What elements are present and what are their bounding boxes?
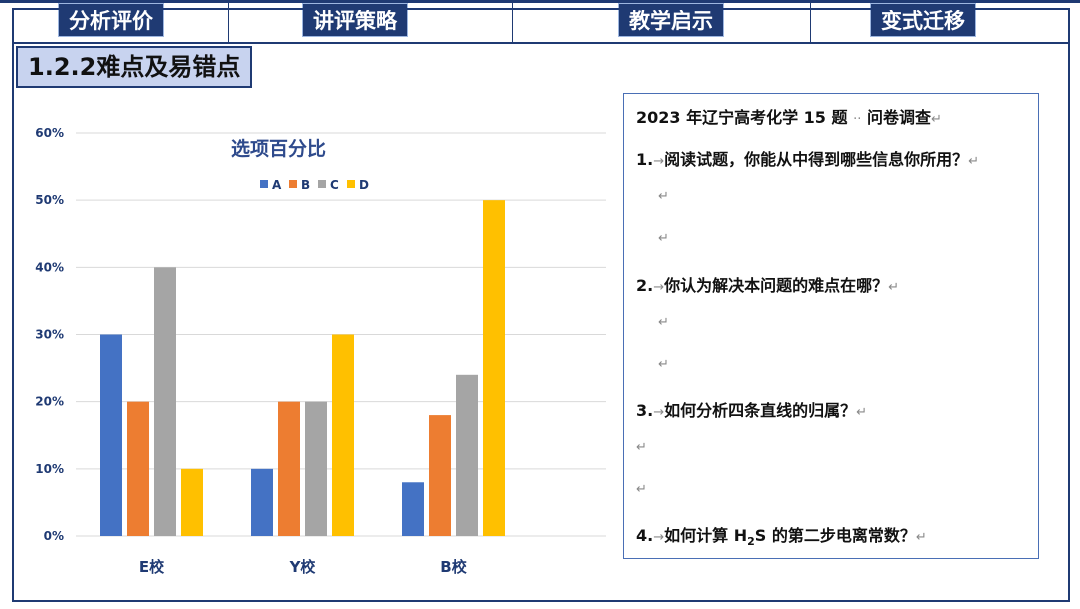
bar-C-2 [456,374,478,536]
y-tick-label: 20% [35,395,64,409]
bar-B-2 [429,415,451,536]
question-text: 如何计算 H [664,526,748,545]
nav-underline [12,42,1070,44]
y-tick-label: 50% [35,193,64,207]
survey-title-dots: ·· [853,112,862,127]
options-percentage-chart: 选项百分比 A B C D 0% 10% 20% 30% 40% 50% 60% E校 Y校 B校 [35,126,606,576]
paragraph-mark: ↵ [915,530,927,545]
question-text: 如何分析四条直线的归属？ [664,401,857,420]
legend-swatch-B [289,180,297,188]
chart-legend: A B C D [260,178,369,192]
paragraph-mark: ↵ [658,315,669,330]
paragraph-mark: ↵ [636,440,647,455]
paragraph-mark: ↵ [658,189,669,204]
legend-label-B: B [301,178,310,192]
x-category-label: E校 [139,558,165,576]
survey-question-3: 3.→如何分析四条直线的归属？↵ [636,397,867,421]
question-text: S 的第二步电离常数？ [754,526,916,545]
question-text: 阅读试题，你能从中得到哪些信息你所用？ [664,150,969,169]
x-category-label: B校 [440,558,467,576]
paragraph-mark: ↵ [968,154,980,169]
tab-arrow: → [653,405,665,420]
nav-separator [228,2,229,42]
question-number: 1. [636,150,654,169]
paragraph-mark: ↵ [658,231,669,246]
legend-swatch-A [260,180,268,188]
subscript: 2 [747,535,755,549]
question-number: 4. [636,526,654,545]
y-axis-ticks: 0% 10% 20% 30% 40% 50% 60% [35,126,64,543]
x-axis-categories: E校 Y校 B校 [139,558,468,576]
paragraph-mark: ↵ [658,357,669,372]
survey-question-2: 2.→你认为解决本问题的难点在哪？↵ [636,272,899,296]
tab-arrow: → [653,280,665,295]
legend-swatch-C [318,180,326,188]
bar-D-1 [332,334,354,536]
legend-label-A: A [272,178,282,192]
legend-label-C: C [330,178,339,192]
survey-panel: 2023 年辽宁高考化学 15 题 ·· 问卷调查↵ 1.→阅读试题，你能从中得… [623,93,1039,559]
question-number: 3. [636,401,654,420]
paragraph-mark: ↵ [636,482,647,497]
chart-bars [100,200,505,536]
bar-A-2 [402,482,424,536]
bar-D-2 [483,200,505,536]
survey-title: 2023 年辽宁高考化学 15 题 ·· 问卷调查↵ [636,104,942,128]
bar-C-0 [154,267,176,536]
y-tick-label: 30% [35,328,64,342]
y-tick-label: 60% [35,126,64,140]
nav-separator [512,2,513,42]
bar-C-1 [305,401,327,536]
survey-question-4: 4.→如何计算 H2S 的第二步电离常数？↵ [636,522,927,548]
y-tick-label: 40% [35,260,64,274]
tab-analysis-evaluation[interactable]: 分析评价 [58,3,164,37]
paragraph-mark: ↵ [930,112,942,127]
legend-swatch-D [347,180,355,188]
chart-title: 选项百分比 [231,138,326,160]
tab-arrow: → [653,154,665,169]
question-text: 你认为解决本问题的难点在哪？ [664,276,889,295]
paragraph-mark: ↵ [888,280,900,295]
bar-A-0 [100,334,122,536]
question-number: 2. [636,276,654,295]
tab-arrow: → [653,530,665,545]
slide-frame [12,8,1070,602]
x-category-label: Y校 [289,558,317,576]
bar-A-1 [251,468,273,536]
bar-B-1 [278,401,300,536]
bar-B-0 [127,401,149,536]
y-tick-label: 10% [35,462,64,476]
survey-question-1: 1.→阅读试题，你能从中得到哪些信息你所用？↵ [636,146,979,170]
section-title: 1.2.2难点及易错点 [16,46,253,88]
legend-label-D: D [359,178,369,192]
survey-title-suffix: 问卷调查 [866,108,931,127]
y-tick-label: 0% [44,529,64,543]
paragraph-mark: ↵ [856,405,868,420]
bar-D-0 [181,468,203,536]
top-accent-line [0,0,1080,3]
survey-title-text: 2023 年辽宁高考化学 15 题 [636,108,848,127]
nav-separator [810,2,811,42]
